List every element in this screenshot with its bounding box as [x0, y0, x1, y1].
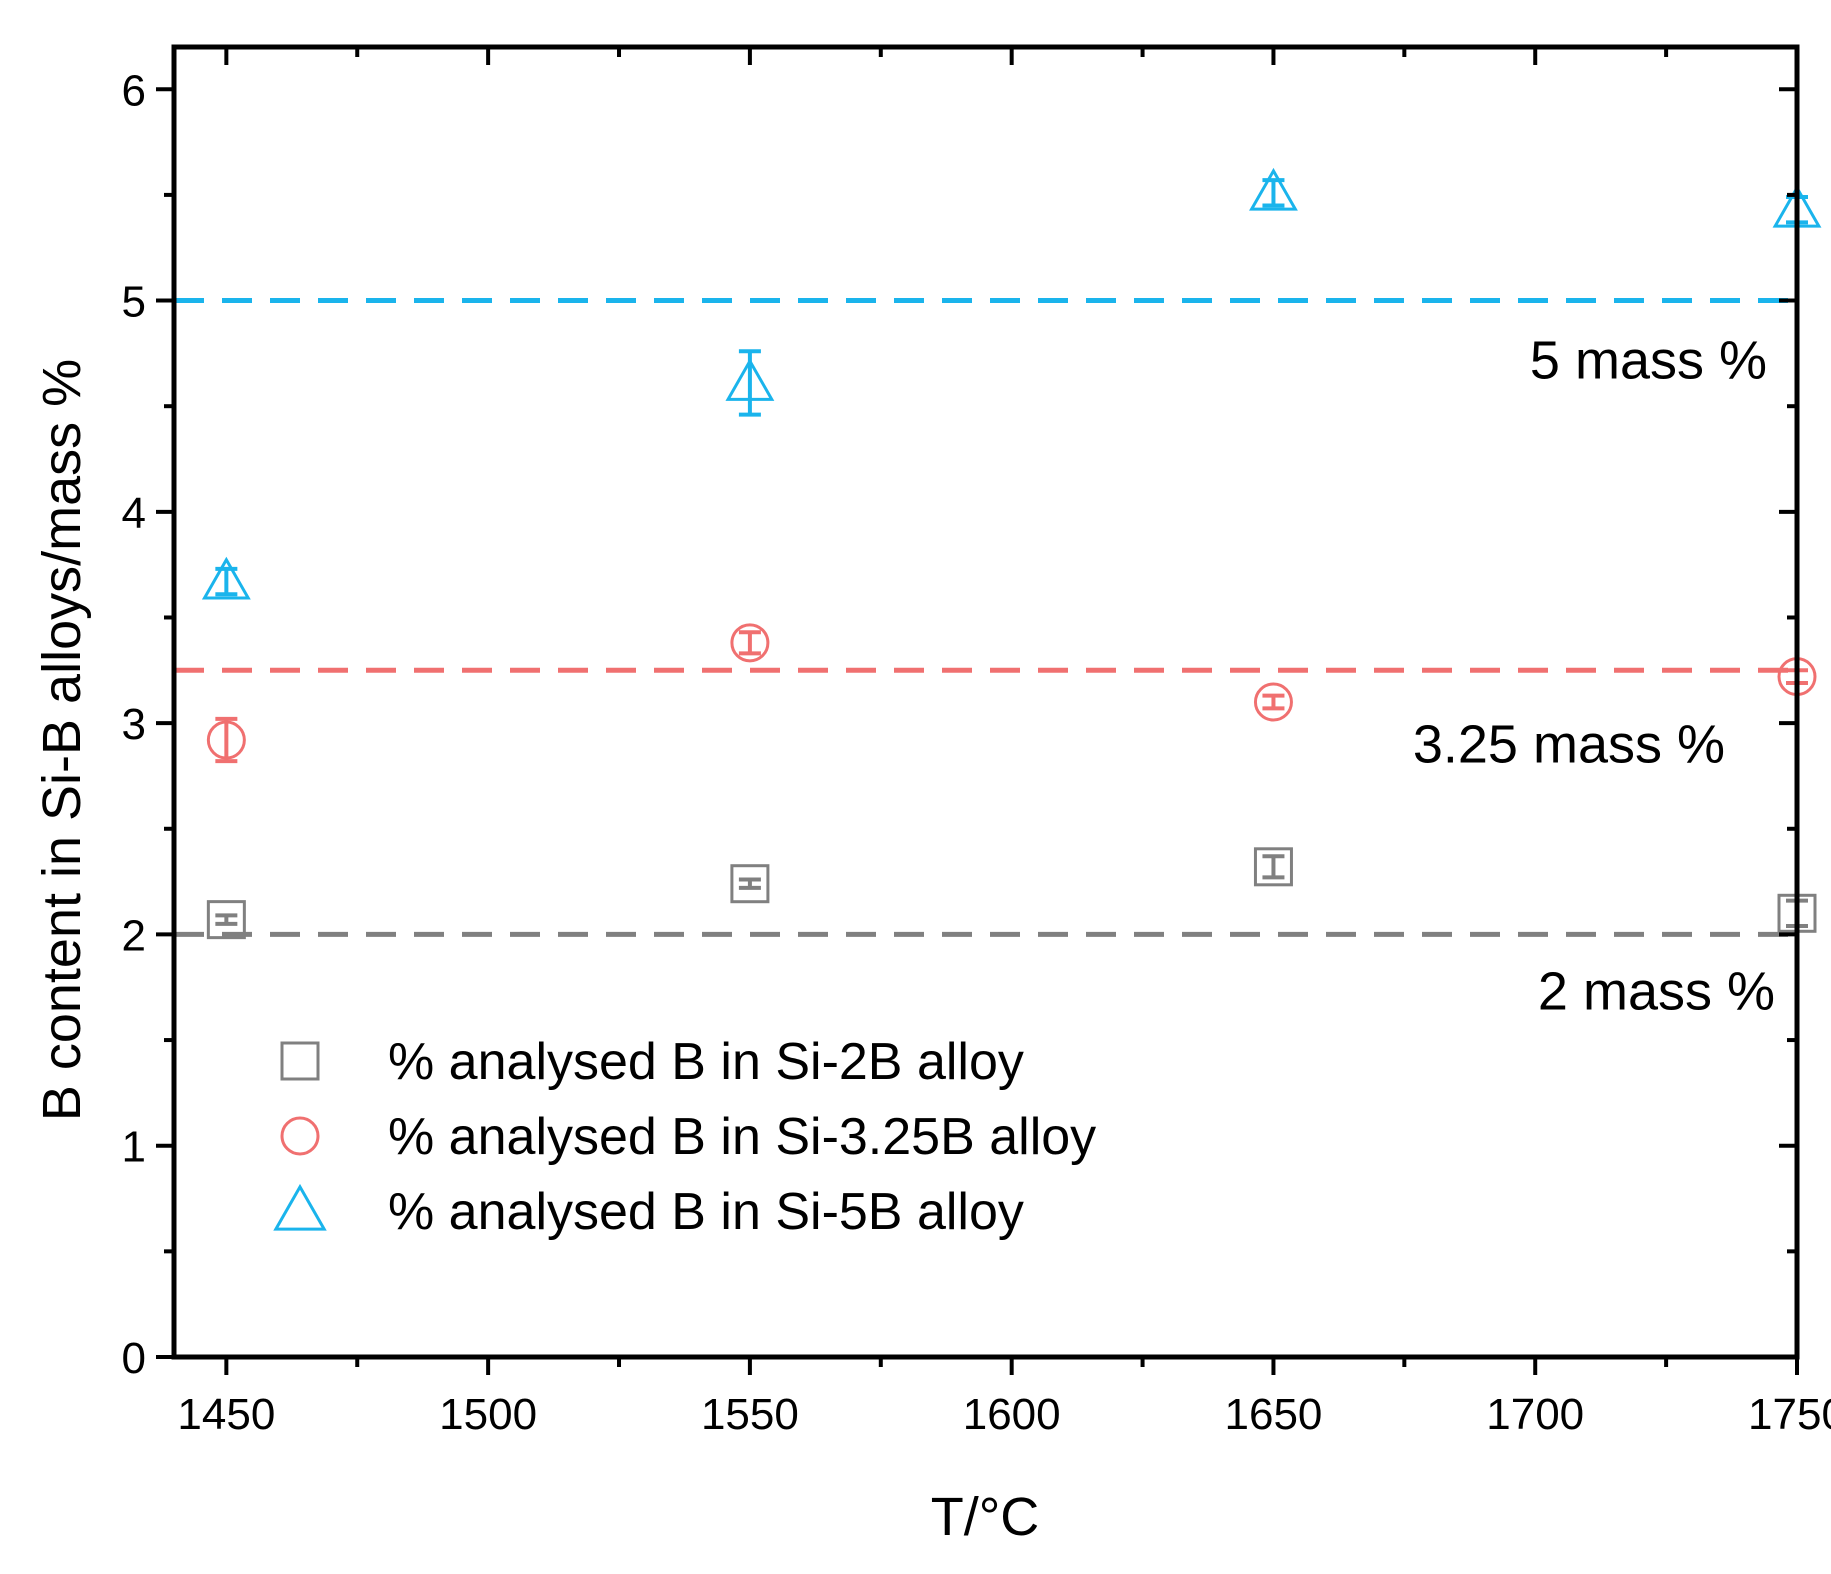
- data-point-0-0: [206, 900, 246, 940]
- x-tick-label-2: 1550: [701, 1390, 799, 1439]
- x-tick-label-1: 1500: [439, 1390, 537, 1439]
- legend-label-0: % analysed B in Si-2B alloy: [388, 1033, 1024, 1091]
- legend-marker-1: [280, 1116, 320, 1156]
- x-tick-label-3: 1600: [963, 1390, 1061, 1439]
- y-tick-label-2: 2: [122, 911, 146, 960]
- plot-frame: [171, 44, 1800, 1360]
- y-tick-label-6: 6: [122, 66, 146, 115]
- x-tick-label-0: 1450: [177, 1390, 275, 1439]
- data-point-2-1: [725, 358, 775, 401]
- x-axis-title: T/°C: [931, 1487, 1040, 1547]
- legend-marker-0: [280, 1041, 320, 1081]
- reference-label-2: 2 mass %: [1538, 961, 1775, 1021]
- y-tick-label-0: 0: [122, 1334, 146, 1383]
- data-point-2-0: [201, 556, 251, 600]
- data-point-1-1: [730, 623, 770, 663]
- data-point-2-2: [1249, 167, 1298, 211]
- data-point-1-2: [1253, 682, 1293, 722]
- y-axis-title: B content in Si-B alloys/mass %: [32, 359, 92, 1121]
- reference-label-1: 3.25 mass %: [1413, 714, 1725, 774]
- data-point-0-1: [730, 864, 770, 904]
- reference-annotations: 5 mass % 3.25 mass % 2 mass %: [1413, 331, 1775, 1022]
- y-tick-label-5: 5: [122, 278, 146, 327]
- y-tick-label-4: 4: [122, 489, 146, 538]
- legend: % analysed B in Si-2B alloy % analysed B …: [273, 1033, 1096, 1241]
- x-tick-label-5: 1700: [1486, 1390, 1584, 1439]
- reference-lines: [174, 298, 1797, 937]
- error-bars: [215, 178, 1808, 928]
- legend-label-2: % analysed B in Si-5B alloy: [388, 1183, 1024, 1241]
- data-point-0-2: [1253, 847, 1293, 887]
- data-point-1-0: [206, 720, 246, 760]
- y-tick-label-1: 1: [122, 1123, 146, 1172]
- x-tick-label-4: 1650: [1225, 1390, 1323, 1439]
- legend-marker-2: [273, 1183, 327, 1231]
- legend-label-1: % analysed B in Si-3.25B alloy: [388, 1108, 1096, 1166]
- data-markers: [201, 167, 1822, 940]
- reference-label-0: 5 mass %: [1530, 331, 1767, 391]
- y-tick-label-3: 3: [122, 700, 146, 749]
